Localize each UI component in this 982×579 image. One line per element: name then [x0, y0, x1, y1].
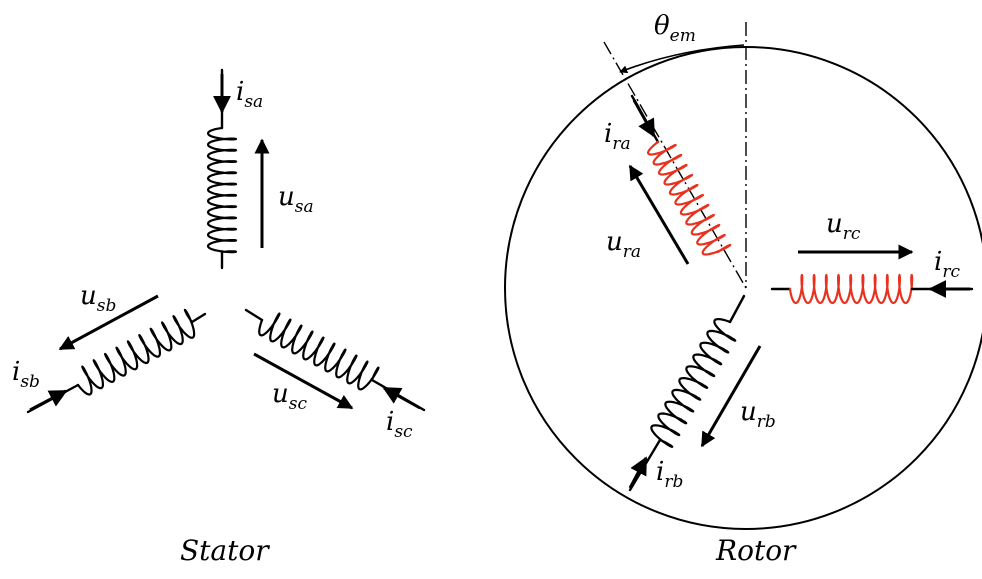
rotor-a-voltage-arrow — [628, 164, 690, 265]
rotor-a-current-label: ira — [604, 119, 631, 154]
rotor-b-current-label: irb — [656, 457, 683, 492]
rotor-a-coil — [647, 140, 732, 256]
rotor-c-coil — [788, 273, 914, 305]
stator-c-voltage-arrow — [253, 352, 354, 410]
coil-sa-turns — [206, 126, 238, 254]
rotor-b-coil — [650, 318, 737, 448]
stator-a-coil — [206, 126, 238, 254]
stator-c-lead-inner — [244, 308, 264, 322]
coil-sb-turns — [76, 308, 196, 396]
theta-em-label: θem — [654, 11, 696, 46]
stator-group: isa usa usb isb usc isc Stator — [12, 68, 426, 567]
stator-c-current-arrow — [382, 386, 421, 410]
stator-b-voltage-label: usb — [80, 281, 116, 316]
stator-phase-a: isa usa — [206, 68, 314, 270]
rotor-phase-b: urb irb — [628, 294, 776, 492]
stator-b-coil — [76, 308, 196, 396]
rotor-b-voltage-arrow — [700, 345, 762, 448]
stator-a-voltage-label: usa — [278, 182, 314, 217]
rotor-b-voltage-label: urb — [740, 397, 776, 432]
stator-phase-c: usc isc — [244, 308, 426, 442]
rotor-phase-a: ira ura — [604, 94, 732, 265]
stator-c-current-label: isc — [386, 407, 413, 442]
rotor-c-voltage-label: urc — [826, 209, 861, 244]
rotor-caption: Rotor — [715, 534, 797, 567]
rotor-a-current-arrow — [632, 99, 656, 138]
stator-phase-b: usb isb — [12, 281, 207, 414]
coil-ra-turns — [647, 140, 732, 256]
stator-b-current-label: isb — [12, 357, 40, 392]
rotor-b-lead-inner — [728, 294, 746, 324]
rotor-b-current-arrow — [628, 456, 648, 489]
rotor-c-current-label: irc — [934, 247, 960, 282]
stator-c-voltage-label: usc — [272, 379, 307, 414]
stator-b-lead-inner — [190, 312, 207, 324]
stator-b-current-arrow — [29, 389, 68, 412]
stator-a-current-label: isa — [236, 77, 263, 112]
rotor-group: θem ira ura urc irc urb — [504, 11, 982, 567]
stator-caption: Stator — [180, 534, 270, 567]
stator-b-voltage-arrow — [58, 294, 159, 351]
stator-c-coil — [258, 312, 380, 391]
coil-rc-turns — [788, 273, 914, 305]
theta-em-arc — [619, 44, 745, 74]
coil-sc-turns — [258, 312, 380, 391]
rotor-phase-c: urc irc — [770, 209, 974, 305]
coil-rb-turns — [650, 318, 737, 448]
rotor-a-voltage-label: ura — [606, 227, 641, 262]
